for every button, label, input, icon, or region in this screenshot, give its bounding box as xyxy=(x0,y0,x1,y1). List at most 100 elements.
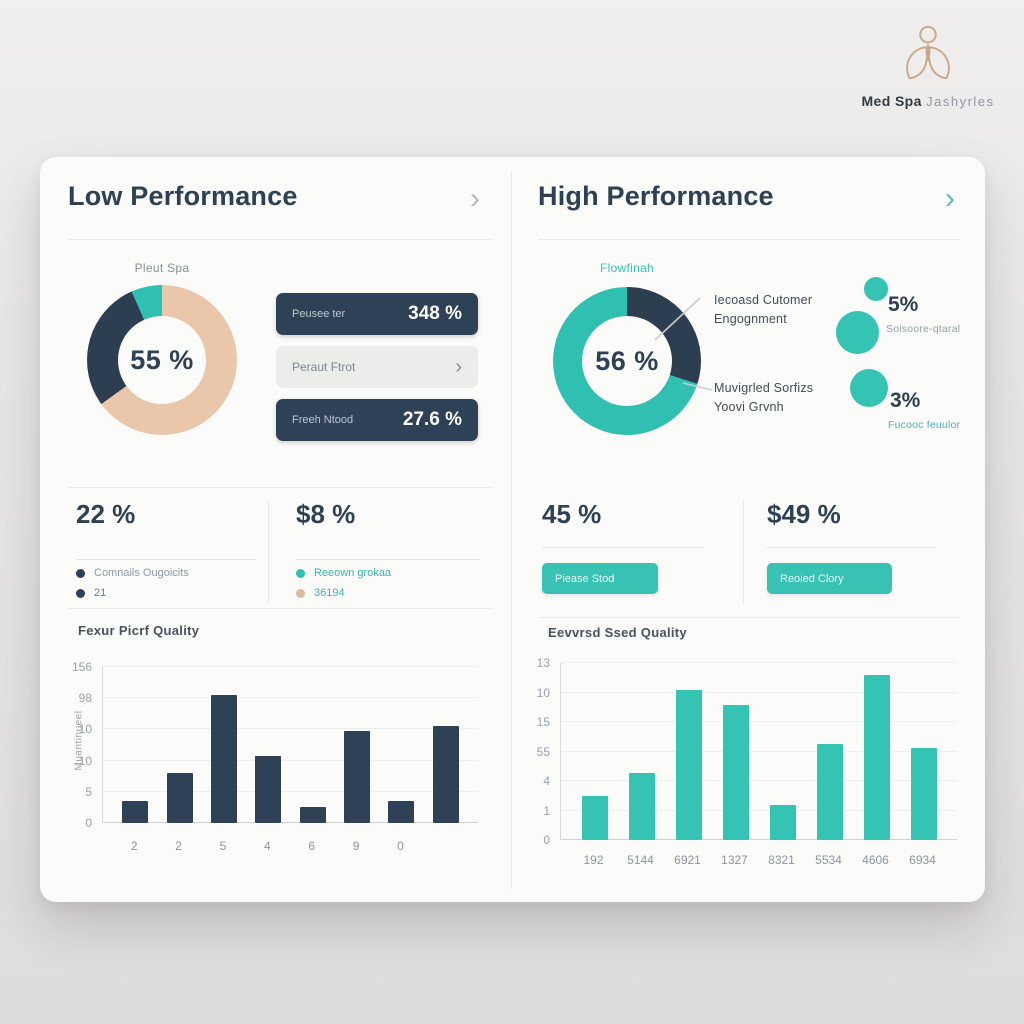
y-tick-label: 0 xyxy=(543,833,550,847)
bubble-medium-icon xyxy=(850,369,888,407)
y-tick-label: 13 xyxy=(536,656,550,670)
bar xyxy=(581,795,608,840)
left-section-divider xyxy=(68,487,490,488)
bar xyxy=(344,730,371,823)
x-tick-label: 6 xyxy=(308,839,316,853)
y-tick-label: 98 xyxy=(78,691,92,706)
donut-annotation-lines xyxy=(654,297,713,391)
donut-annotation-1: Iecoasd Cutomer Engognment xyxy=(714,293,813,327)
left-panel-chevron-icon[interactable]: › xyxy=(470,182,480,215)
right-chart-title: Eevvrsd Ssed Quality xyxy=(548,625,687,640)
brand-logo: Med Spa Jashyrles xyxy=(838,22,1018,112)
lotus-person-icon xyxy=(906,25,950,80)
bar-slot xyxy=(853,663,900,840)
right-donut-label: Flowfinah xyxy=(599,261,655,275)
left-stat-1-item-1: Comnails Ougoicits xyxy=(76,567,189,579)
bar xyxy=(255,755,282,823)
gridline xyxy=(103,666,478,667)
bubble-1-value: 5% xyxy=(888,293,919,316)
x-tick-label: 8321 xyxy=(768,853,795,867)
right-stat-1-button[interactable]: Piease Stod xyxy=(542,563,658,594)
y-tick-label: 55 xyxy=(536,744,550,759)
left-chart-x-labels: 2 2 5 4 6 9 0 xyxy=(102,839,477,853)
gridline xyxy=(561,809,957,811)
gridline xyxy=(561,691,957,693)
y-tick-label: 10 xyxy=(78,753,92,768)
x-tick-label: 4606 xyxy=(862,853,889,867)
bar-slot xyxy=(335,667,379,823)
right-donut-chart: 56 % xyxy=(553,287,701,435)
left-chart-plot-area xyxy=(102,666,478,823)
bar-slot xyxy=(900,663,947,840)
stat-pill-3-value: 27.6 % xyxy=(402,409,462,430)
y-tick-label: 15 xyxy=(536,715,550,729)
right-bar-chart: 13 10 15 55 4 1 0 192 5144 6921 1327 8321 5534 4606 6… xyxy=(528,655,968,875)
gridline xyxy=(103,790,478,792)
x-tick-label: 5 xyxy=(219,839,227,853)
left-donut-center-value: 55 % xyxy=(118,316,206,404)
bar-slot xyxy=(571,663,618,840)
brand-name-suffix: Jashyrles xyxy=(926,94,995,109)
bubble-small-icon xyxy=(864,277,888,301)
bar xyxy=(166,773,193,823)
left-stats-column-divider xyxy=(268,501,269,603)
y-tick-label: 5 xyxy=(85,784,92,799)
bar-slot xyxy=(712,663,759,840)
right-stat-2-button[interactable]: Reoied Clory xyxy=(767,563,892,594)
stat-pill-2[interactable]: Peraut Ftrot › xyxy=(276,346,478,388)
donut-annotation-2: Muvigrled Sorfizs Yoovi Grvnh xyxy=(714,381,814,415)
bar xyxy=(910,747,937,840)
left-chart-y-ticks: 156 98 10 10 5 0 xyxy=(68,660,98,830)
y-tick-label: 1 xyxy=(543,803,550,818)
stat-pill-3-label: Freeh Ntood xyxy=(292,414,354,426)
x-tick-label: 5534 xyxy=(815,853,842,867)
x-tick-label: 2 xyxy=(175,839,182,853)
gridline xyxy=(561,721,957,722)
bullet-text: Comnails Ougoicits xyxy=(94,567,189,579)
brand-name: Med Spa Jashyrles xyxy=(838,93,1018,109)
bullet-dot xyxy=(76,568,85,578)
bar-slot xyxy=(806,663,853,840)
bar-slot xyxy=(618,663,665,840)
bullet-dot xyxy=(76,588,85,598)
x-tick-label xyxy=(423,839,467,853)
right-stat-2-underline xyxy=(767,547,935,548)
right-stat-1-value: 45 % xyxy=(542,499,602,529)
bar xyxy=(432,726,459,823)
bar-slot xyxy=(246,667,290,823)
right-panel-chevron-icon[interactable]: › xyxy=(945,182,955,215)
right-chart-y-ticks: 13 10 15 55 4 1 0 xyxy=(528,656,556,847)
y-tick-label: 10 xyxy=(536,685,550,700)
stat-pill-3: Freeh Ntood 27.6 % xyxy=(276,399,478,441)
brand-name-main: Med Spa xyxy=(861,93,922,109)
x-tick-label: 0 xyxy=(397,839,404,853)
bar xyxy=(122,801,149,823)
bubble-2-value: 3% xyxy=(890,389,921,412)
stat-pill-2-label: Peraut Ftrot xyxy=(292,360,356,374)
x-tick-label: 4 xyxy=(263,839,271,853)
bar-slot xyxy=(759,663,806,840)
bar-slot xyxy=(665,663,712,840)
right-chart-plot-area xyxy=(560,662,957,840)
left-stat-1-underline xyxy=(76,559,256,560)
bar xyxy=(628,772,655,840)
bubble-2-caption: Fucooc feuulor xyxy=(888,419,961,431)
bullet-text: Reeown grokaa xyxy=(314,567,392,579)
left-donut-label: Pleut Spa xyxy=(134,261,190,275)
bar-slot xyxy=(291,667,335,823)
gridline xyxy=(103,759,478,761)
left-chart-divider xyxy=(68,608,490,609)
gridline xyxy=(103,822,478,823)
bullet-text: 21 xyxy=(94,587,107,599)
bar-slot xyxy=(424,667,468,823)
y-tick-label: 0 xyxy=(85,816,92,830)
right-panel-title: High Performance xyxy=(538,181,774,211)
x-tick-label: 1327 xyxy=(721,853,748,867)
y-tick-label: 4 xyxy=(543,774,550,788)
y-tick-label: 10 xyxy=(78,722,92,737)
stat-pill-1: Peusee ter 348 % xyxy=(276,293,478,335)
x-tick-label: 2 xyxy=(130,839,138,853)
left-stat-2-item-1: Reeown grokaa xyxy=(296,567,391,579)
stat-pill-2-chevron-icon[interactable]: › xyxy=(455,356,462,378)
